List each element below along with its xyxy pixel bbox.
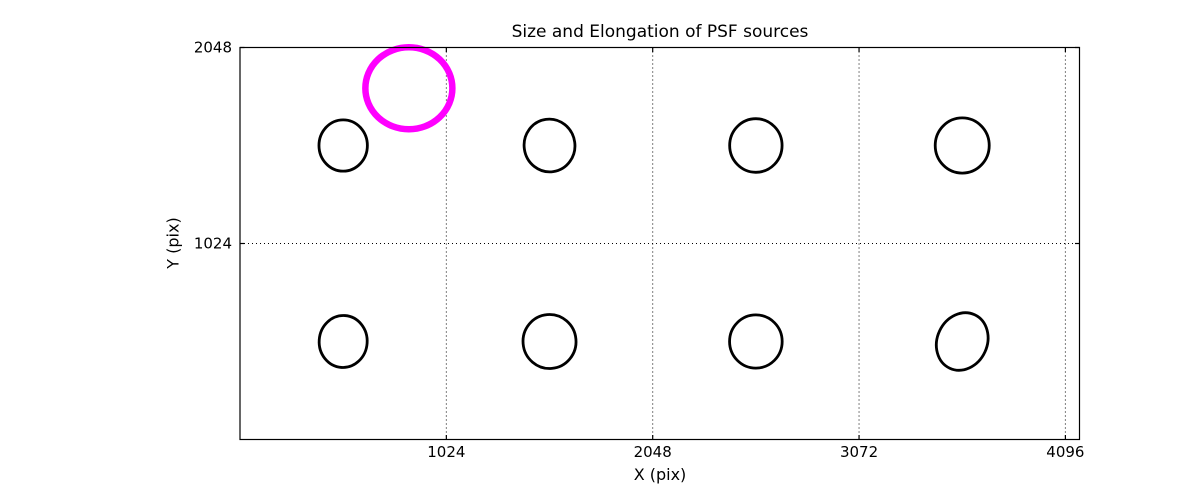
y-axis-label: Y (pix) — [163, 217, 183, 269]
psf-ellipse — [317, 314, 369, 369]
y-tick-label: 2048 — [194, 39, 232, 57]
psf-ellipse — [521, 313, 578, 370]
x-tick-label: 4096 — [1046, 443, 1084, 461]
x-tick-label: 3072 — [840, 443, 878, 461]
x-axis-label: X (pix) — [633, 465, 687, 484]
chart-title: Size and Elongation of PSF sources — [511, 22, 809, 42]
psf-ellipse — [934, 311, 990, 372]
reference-circle — [362, 44, 456, 133]
axes-border — [239, 46, 1081, 441]
x-tick-label: 1024 — [427, 443, 465, 461]
x-tick-label: 2048 — [634, 443, 672, 461]
psf-ellipse — [933, 116, 991, 175]
psf-ellipse — [728, 313, 784, 370]
psf-ellipse — [728, 117, 784, 174]
psf-ellipse — [522, 117, 577, 174]
psf-ellipse — [317, 118, 369, 173]
y-tick-label: 1024 — [194, 235, 232, 253]
